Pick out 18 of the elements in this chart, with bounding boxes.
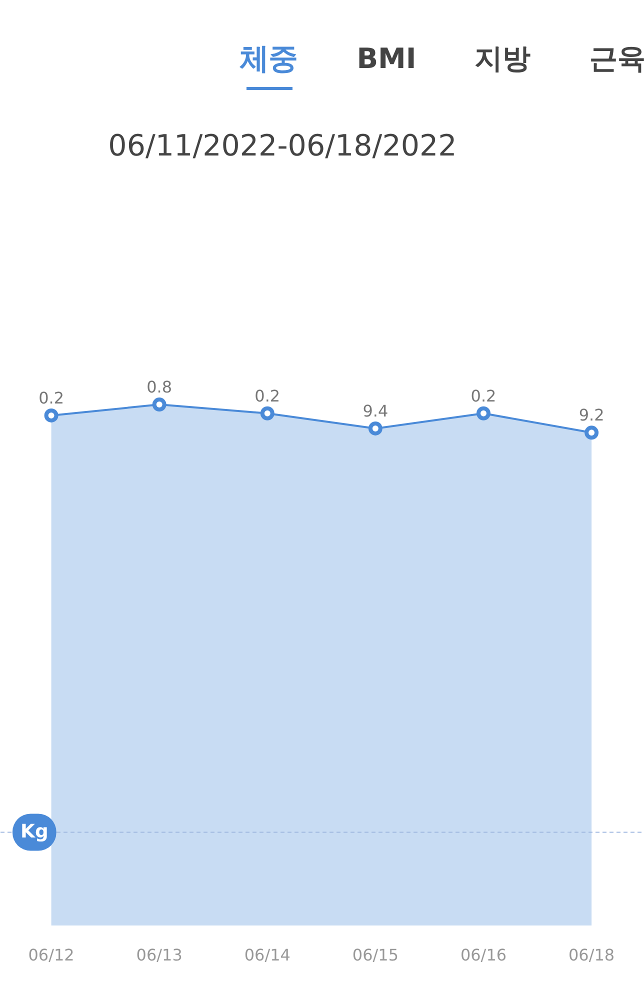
text: 9.2 — [578, 406, 604, 425]
x-tick-label: 06/14 — [244, 946, 290, 964]
x-tick-label: 06/12 — [28, 946, 74, 964]
text: 9.4 — [362, 401, 388, 420]
ref-line-label: Kg — [20, 822, 48, 843]
x-tick-label: 06/15 — [352, 946, 398, 964]
chart-title: 06/11/2022-06/18/2022 — [108, 128, 457, 162]
text: 지방 — [474, 42, 530, 75]
text: 0.8 — [146, 378, 172, 397]
x-tick-label: 06/13 — [136, 946, 182, 964]
text: 0.2 — [470, 386, 496, 406]
text: 근육 — [590, 42, 644, 75]
x-tick-label: 06/16 — [460, 946, 507, 964]
text: 0.2 — [38, 388, 64, 408]
x-tick-label: 06/18 — [568, 946, 615, 964]
text: 0.2 — [254, 386, 280, 406]
text: BMI — [356, 42, 416, 75]
text: 체중 — [240, 42, 298, 76]
